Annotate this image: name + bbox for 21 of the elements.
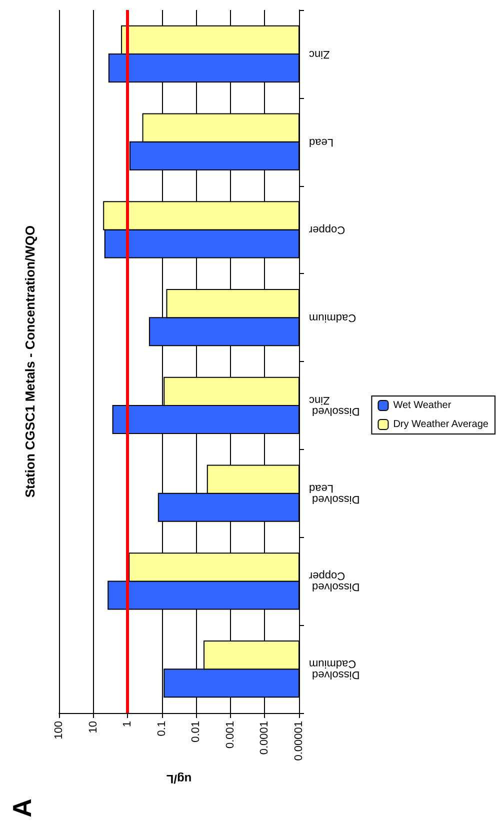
x-tick-label: 0.00001 [293,721,305,761]
x-tick-label: 1 [122,721,134,728]
y-tick-label: Copper [308,224,346,236]
legend-label: Wet Weather [393,400,452,411]
y-tick-label: Cadmium [309,312,356,324]
x-tick-label: 100 [53,721,65,740]
x-tick-label: 0.1 [156,721,168,736]
x-tick-label: 0.0001 [258,721,271,755]
y-tick-label: Dissolved Zinc [308,394,360,417]
y-tick-label: Dissolved Lead [309,482,360,505]
y-tick-label: Dissolved Cadmium [309,658,360,681]
x-tick-label: 10 [87,721,100,734]
y-tick-label: Zinc [308,48,330,60]
y-tick-label: Lead [309,136,334,148]
x-tick-label: 0.01 [190,721,202,742]
text: Station CGSC1 Metals - Concentration/WQO [22,225,38,498]
y-tick-label: Dissolved Copper [308,570,360,593]
text: A [7,798,37,818]
legend-label: Dry Weather Average [393,419,489,430]
x-axis-title: ug/L [166,772,192,786]
x-tick-label: 0.001 [224,721,236,749]
